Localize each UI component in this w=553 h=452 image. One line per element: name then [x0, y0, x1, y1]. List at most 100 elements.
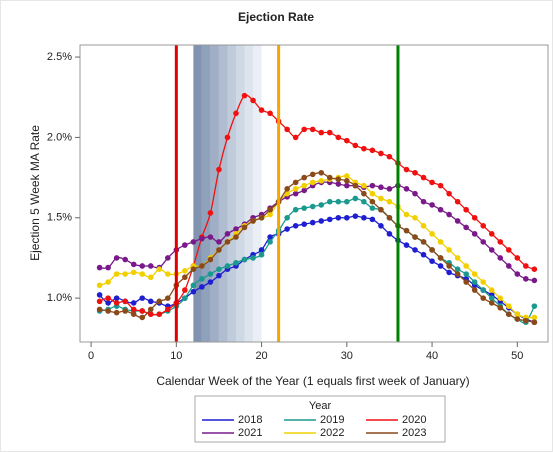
data-point — [224, 239, 231, 245]
data-point — [344, 182, 350, 189]
data-point — [412, 247, 418, 253]
data-point — [446, 263, 452, 269]
data-point — [147, 274, 154, 281]
data-point — [130, 306, 137, 313]
data-point — [105, 264, 111, 271]
x-tick-label: 10 — [170, 350, 182, 362]
data-point — [182, 274, 188, 281]
data-point — [344, 214, 350, 221]
data-point — [429, 231, 435, 237]
data-point — [480, 295, 487, 301]
data-point — [199, 263, 205, 269]
data-point — [96, 264, 103, 271]
data-point — [386, 198, 393, 205]
data-point — [139, 295, 146, 301]
data-point — [105, 295, 111, 301]
data-point — [216, 247, 222, 253]
data-point — [165, 295, 171, 301]
data-point — [497, 295, 504, 301]
data-point — [488, 300, 495, 306]
data-point — [301, 221, 307, 227]
data-point — [182, 242, 188, 248]
y-tick-label: 2.5% — [47, 51, 72, 63]
data-point — [318, 129, 325, 136]
data-point — [344, 198, 350, 205]
data-point — [250, 255, 256, 261]
data-point — [241, 92, 248, 99]
data-point — [471, 287, 478, 293]
data-point — [233, 259, 239, 266]
data-point — [488, 295, 495, 301]
x-tick-label: 40 — [426, 350, 438, 362]
data-point — [139, 314, 146, 321]
data-point — [344, 137, 350, 144]
data-point — [267, 234, 273, 240]
data-point — [122, 308, 128, 314]
data-point — [182, 287, 188, 293]
data-point — [352, 182, 359, 189]
data-point — [497, 255, 504, 261]
data-point — [105, 308, 111, 314]
data-point — [471, 214, 478, 221]
data-point — [420, 198, 427, 205]
data-point — [361, 198, 367, 205]
data-point — [488, 287, 495, 293]
data-point — [224, 263, 231, 269]
data-point — [207, 256, 214, 263]
data-point — [326, 216, 333, 223]
data-point — [335, 181, 342, 187]
data-point — [514, 311, 521, 317]
data-point — [463, 271, 469, 277]
x-axis-label: Calendar Week of the Year (1 equals firs… — [156, 374, 469, 388]
data-point — [233, 234, 239, 240]
data-point — [301, 174, 307, 181]
data-point — [352, 195, 359, 202]
legend-label: 2022 — [320, 427, 344, 439]
data-point — [292, 206, 299, 213]
data-point — [420, 223, 427, 229]
chart-title: Ejection Rate — [238, 10, 314, 24]
data-point — [165, 255, 171, 261]
data-point — [292, 186, 299, 192]
data-point — [147, 311, 154, 317]
data-point — [378, 195, 384, 202]
data-point — [139, 308, 146, 314]
data-point — [122, 298, 128, 305]
data-point — [233, 110, 239, 117]
data-point — [523, 263, 529, 269]
data-point — [267, 239, 273, 245]
data-point — [369, 190, 376, 197]
data-point — [403, 227, 410, 234]
data-point — [437, 182, 444, 189]
x-tick-label: 50 — [511, 350, 523, 362]
data-point — [318, 218, 325, 224]
data-point — [199, 284, 205, 290]
data-point — [96, 306, 103, 313]
series-line — [99, 94, 535, 316]
data-point — [216, 266, 222, 272]
data-point — [488, 247, 495, 253]
data-point — [190, 239, 197, 245]
data-point — [284, 126, 290, 133]
data-point — [292, 134, 299, 141]
data-point — [258, 107, 265, 113]
data-point — [446, 269, 452, 276]
shaded-band — [218, 45, 228, 342]
data-point — [147, 263, 154, 269]
data-point — [224, 231, 231, 237]
series-line — [99, 175, 535, 319]
data-point — [369, 198, 376, 205]
data-point — [96, 292, 103, 298]
data-point — [309, 126, 316, 133]
data-point — [386, 153, 393, 160]
data-point — [309, 171, 316, 178]
data-point — [190, 282, 197, 289]
data-point — [216, 272, 222, 279]
data-point — [301, 126, 307, 133]
data-point — [267, 206, 273, 213]
data-point — [284, 214, 290, 221]
data-point — [454, 266, 461, 272]
shaded-band — [236, 45, 245, 342]
